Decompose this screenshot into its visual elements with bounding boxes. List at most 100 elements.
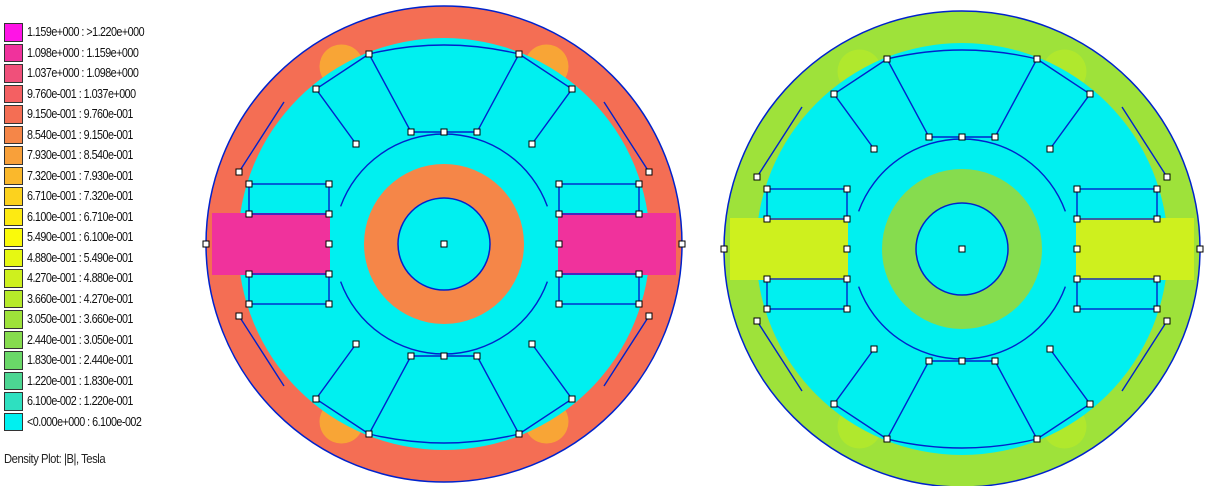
legend-swatch (4, 392, 23, 411)
winding-outline (248, 273, 330, 305)
winding-outline (766, 188, 848, 220)
legend-swatch (4, 310, 23, 329)
mesh-node (325, 210, 333, 218)
motor-plot-right (720, 10, 1204, 486)
legend-item: 8.540e-001 : 9.150e-001 (4, 125, 204, 146)
winding-outline (558, 183, 640, 215)
mesh-node (1046, 145, 1054, 153)
mesh-node (245, 210, 253, 218)
mesh-node (763, 305, 771, 313)
mesh-node (1086, 400, 1094, 408)
mesh-node (1033, 55, 1041, 63)
mesh-node (883, 435, 891, 443)
mesh-node (870, 345, 878, 353)
legend-item: 1.159e+000 : >1.220e+000 (4, 22, 204, 43)
stator-pole-left (212, 213, 330, 275)
mesh-node (235, 312, 243, 320)
color-legend: 1.159e+000 : >1.220e+000 1.098e+000 : 1.1… (4, 22, 204, 432)
legend-caption: Density Plot: |B|, Tesla (4, 452, 106, 466)
legend-label: 1.220e-001 : 1.830e-001 (27, 373, 133, 388)
mesh-node (1073, 215, 1081, 223)
mesh-node (245, 300, 253, 308)
legend-swatch (4, 23, 23, 42)
mesh-node (365, 50, 373, 58)
legend-label: 3.660e-001 : 4.270e-001 (27, 291, 133, 306)
mesh-node (753, 173, 761, 181)
mesh-node (958, 245, 966, 253)
mesh-node (365, 430, 373, 438)
mesh-node (1073, 275, 1081, 283)
mesh-node (352, 340, 360, 348)
legend-label: 8.540e-001 : 9.150e-001 (27, 127, 133, 142)
mesh-node (883, 55, 891, 63)
legend-item: 3.050e-001 : 3.660e-001 (4, 309, 204, 330)
mesh-node (245, 180, 253, 188)
mesh-node (555, 270, 563, 278)
legend-swatch (4, 330, 23, 349)
mesh-node (515, 430, 523, 438)
mesh-node (325, 180, 333, 188)
mesh-node (325, 300, 333, 308)
mesh-node (473, 128, 481, 136)
mesh-node (720, 245, 728, 253)
legend-swatch (4, 351, 23, 370)
legend-swatch (4, 371, 23, 390)
mesh-node (1033, 435, 1041, 443)
legend-item: 1.220e-001 : 1.830e-001 (4, 371, 204, 392)
legend-item: 6.710e-001 : 7.320e-001 (4, 186, 204, 207)
legend-item: 7.320e-001 : 7.930e-001 (4, 166, 204, 187)
mesh-node (312, 85, 320, 93)
winding-outline (558, 273, 640, 305)
legend-label: 6.710e-001 : 7.320e-001 (27, 189, 133, 204)
legend-label: 1.098e+000 : 1.159e+000 (27, 45, 139, 60)
mesh-node (635, 210, 643, 218)
legend-label: 1.159e+000 : >1.220e+000 (27, 25, 145, 40)
mesh-node (763, 185, 771, 193)
legend-item: 6.100e-001 : 6.710e-001 (4, 207, 204, 228)
mesh-node (1046, 345, 1054, 353)
legend-item: 5.490e-001 : 6.100e-001 (4, 227, 204, 248)
mesh-node (1163, 317, 1171, 325)
legend-label: <0.000e+000 : 6.100e-002 (27, 414, 142, 429)
mesh-node (635, 300, 643, 308)
mesh-node (515, 50, 523, 58)
legend-item: 9.760e-001 : 1.037e+000 (4, 84, 204, 105)
mesh-node (1073, 305, 1081, 313)
mesh-node (1153, 215, 1161, 223)
legend-swatch (4, 43, 23, 62)
mesh-node (925, 133, 933, 141)
legend-label: 6.100e-002 : 1.220e-001 (27, 394, 133, 409)
legend-swatch (4, 125, 23, 144)
mesh-node (1153, 275, 1161, 283)
mesh-node (958, 133, 966, 141)
legend-label: 1.830e-001 : 2.440e-001 (27, 353, 133, 368)
legend-label: 4.270e-001 : 4.880e-001 (27, 271, 133, 286)
legend-label: 3.050e-001 : 3.660e-001 (27, 312, 133, 327)
legend-item: 6.100e-002 : 1.220e-001 (4, 391, 204, 412)
legend-item: 3.660e-001 : 4.270e-001 (4, 289, 204, 310)
legend-item: 2.440e-001 : 3.050e-001 (4, 330, 204, 351)
mesh-node (312, 395, 320, 403)
winding-outline (766, 278, 848, 310)
mesh-node (1086, 90, 1094, 98)
stator-pole-right (1076, 218, 1194, 280)
legend-swatch (4, 289, 23, 308)
mesh-node (753, 317, 761, 325)
legend-label: 5.490e-001 : 6.100e-001 (27, 230, 133, 245)
legend-swatch (4, 228, 23, 247)
legend-item: <0.000e+000 : 6.100e-002 (4, 412, 204, 433)
mesh-node (202, 240, 210, 248)
legend-label: 1.037e+000 : 1.098e+000 (27, 66, 139, 81)
mesh-node (555, 210, 563, 218)
legend-swatch (4, 412, 23, 431)
mesh-node (843, 185, 851, 193)
legend-swatch (4, 207, 23, 226)
legend-item: 1.830e-001 : 2.440e-001 (4, 350, 204, 371)
mesh-node (440, 128, 448, 136)
legend-swatch (4, 269, 23, 288)
legend-item: 1.037e+000 : 1.098e+000 (4, 63, 204, 84)
stator-pole-left (730, 218, 848, 280)
legend-item: 9.150e-001 : 9.760e-001 (4, 104, 204, 125)
mesh-node (407, 128, 415, 136)
mesh-node (325, 270, 333, 278)
